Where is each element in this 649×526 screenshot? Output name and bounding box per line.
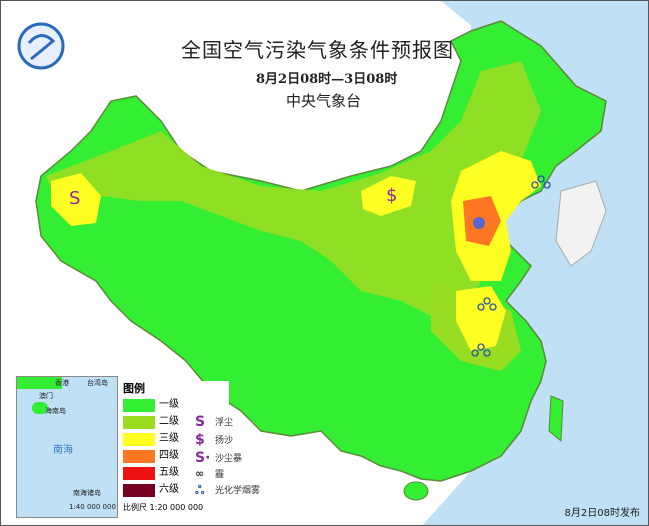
inset-label: 澳门 — [39, 392, 53, 400]
legend-label: 一级 — [159, 399, 179, 410]
south-china-sea-inset: 香港 台湾岛 澳门 海南岛 南海 南海诸岛 1:40 000 000 — [16, 376, 118, 518]
legend-swatch-3 — [123, 433, 155, 446]
level-3-zone-west — [51, 173, 101, 226]
inset-sea-label: 南海 — [53, 445, 73, 456]
cma-logo-icon — [17, 22, 65, 70]
haze-icon: ∞ — [195, 467, 205, 480]
issued-time: 8月2日08时发布 — [564, 507, 640, 519]
inset-label: 香港 — [55, 379, 69, 387]
issuer: 中央气象台 — [286, 92, 362, 110]
legend-symbol-label: 浮尘 — [215, 418, 234, 428]
legend-label: 四级 — [159, 450, 179, 461]
level-3-zone-east — [456, 286, 506, 351]
legend-symbol-label: 沙尘暴 — [215, 454, 243, 464]
legend-label: 三级 — [159, 433, 179, 444]
legend-label: 二级 — [159, 416, 179, 427]
legend-swatch-5 — [123, 467, 155, 480]
inset-label: 台湾岛 — [87, 379, 108, 387]
floating-dust-icon: S — [195, 414, 206, 430]
photochemical-smog-icon: ஃ — [195, 483, 205, 497]
dust-symbol: $ — [386, 185, 397, 206]
inset-islands: 南海诸岛 — [73, 489, 101, 497]
hainan — [403, 481, 429, 501]
inset-scale: 1:40 000 000 — [69, 503, 116, 511]
legend-swatch-6 — [123, 484, 155, 497]
legend-swatch-2 — [123, 416, 155, 429]
legend-swatch-1 — [123, 399, 155, 412]
level-5-spot — [473, 217, 485, 229]
level-3-zone-north — [361, 176, 416, 216]
legend: 图例 一级 二级 三级 四级 五级 六级 S 浮尘 $ 扬沙 S· 沙尘暴 ∞ … — [119, 381, 260, 516]
sandstorm-icon: S· — [195, 450, 211, 466]
legend-label: 六级 — [159, 484, 179, 495]
dust-symbol: S — [69, 188, 80, 209]
legend-swatch-4 — [123, 450, 155, 463]
korean-peninsula — [555, 180, 607, 267]
legend-symbol-label: 光化学烟雾 — [215, 486, 261, 496]
blowing-sand-icon: $ — [195, 432, 205, 448]
inset-label: 海南岛 — [45, 407, 66, 415]
legend-symbol-label: 霾 — [215, 470, 225, 480]
legend-symbol-label: 扬沙 — [215, 436, 234, 446]
map-scale: 比例尺 1:20 000 000 — [123, 503, 204, 512]
valid-period: 8月2日08时—3日08时 — [256, 72, 398, 87]
legend-label: 五级 — [159, 467, 179, 478]
level-2-zone — [46, 61, 541, 321]
sea-east — [422, 1, 648, 525]
smog-symbols — [471, 175, 551, 357]
map-title: 全国空气污染气象条件预报图 — [181, 38, 454, 62]
taiwan — [548, 395, 564, 443]
legend-title: 图例 — [123, 382, 145, 395]
